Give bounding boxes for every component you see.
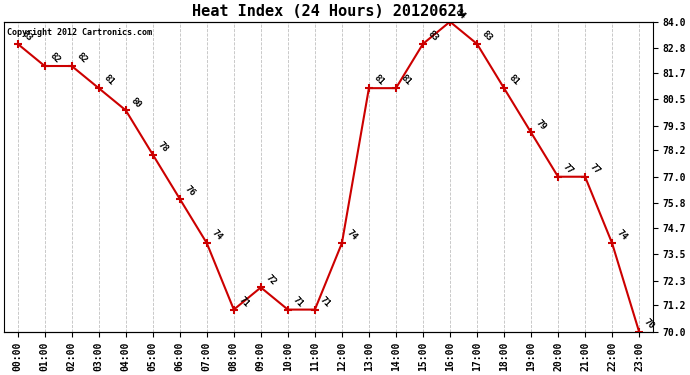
Text: Copyright 2012 Cartronics.com: Copyright 2012 Cartronics.com: [8, 28, 152, 37]
Text: 74: 74: [345, 228, 359, 242]
Text: 71: 71: [290, 295, 304, 309]
Text: 77: 77: [561, 162, 575, 176]
Text: 81: 81: [399, 74, 413, 87]
Text: 79: 79: [534, 118, 548, 132]
Text: 78: 78: [155, 140, 170, 154]
Text: 83: 83: [21, 29, 34, 43]
Text: 74: 74: [210, 228, 224, 242]
Text: 84: 84: [453, 7, 466, 21]
Text: 70: 70: [642, 317, 656, 331]
Text: 71: 71: [317, 295, 332, 309]
Text: 83: 83: [480, 29, 494, 43]
Text: 71: 71: [237, 295, 250, 309]
Text: 82: 82: [48, 51, 61, 65]
Text: 76: 76: [183, 184, 197, 198]
Text: 81: 81: [101, 74, 115, 87]
Text: 82: 82: [75, 51, 88, 65]
Text: 83: 83: [426, 29, 440, 43]
Text: 81: 81: [372, 74, 386, 87]
Text: 74: 74: [615, 228, 629, 242]
Title: Heat Index (24 Hours) 20120621: Heat Index (24 Hours) 20120621: [192, 4, 465, 19]
Text: 81: 81: [506, 74, 521, 87]
Text: 77: 77: [588, 162, 602, 176]
Text: 80: 80: [128, 96, 143, 109]
Text: 72: 72: [264, 273, 277, 286]
